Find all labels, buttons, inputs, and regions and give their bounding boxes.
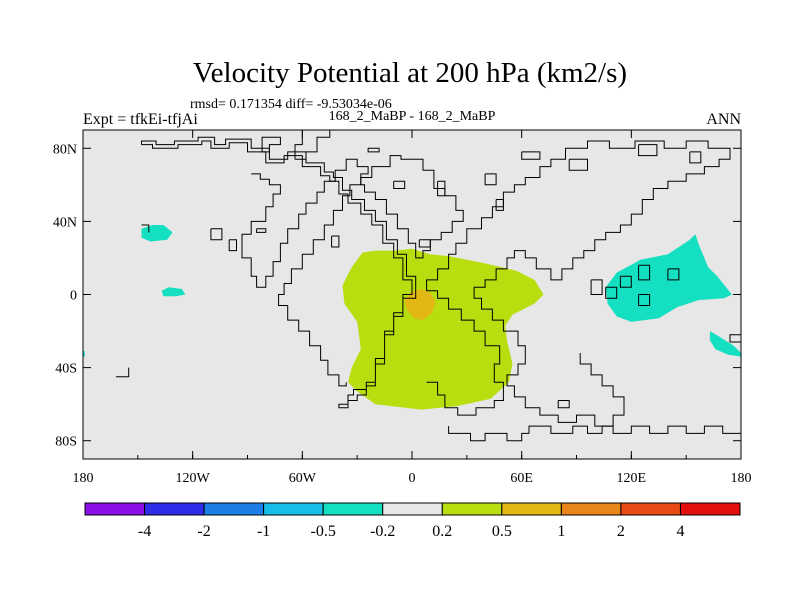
- colorbar-label: 2: [617, 523, 625, 540]
- coastline-segment: [638, 294, 651, 306]
- colorbar-swatch: [263, 502, 324, 516]
- colorbar-swatch: [501, 502, 562, 516]
- negative-anomaly-region-pacific: [605, 234, 732, 322]
- colorbar-label: -0.5: [311, 523, 336, 540]
- coastline-segment: [393, 180, 406, 189]
- coastline-segment: [729, 334, 741, 343]
- colorbar-label: 0.2: [432, 523, 452, 540]
- colorbar-label: 1: [557, 523, 565, 540]
- coastline-segment: [228, 239, 237, 252]
- colorbar-swatch: [620, 502, 681, 516]
- stats-line: rmsd= 0.171354 diff= -9.53034e-06: [190, 97, 392, 112]
- coastline-segment: [294, 130, 331, 160]
- season-label: ANN: [706, 111, 741, 128]
- coastline-segment: [484, 173, 497, 186]
- colorbar-swatch: [84, 502, 146, 516]
- colorbar-swatch: [144, 502, 205, 516]
- colorbar-label: -1: [257, 523, 270, 540]
- coastline-segment: [448, 425, 741, 442]
- coastline-segment: [557, 400, 570, 409]
- x-tick-label: 60W: [289, 471, 317, 486]
- colorbar-swatch: [203, 502, 265, 516]
- x-axis: 180 120W 60W 0 60E 120E 180: [73, 130, 752, 486]
- coastline-segment: [360, 155, 464, 259]
- coastline-segment: [210, 228, 223, 241]
- coastline-segment: [256, 228, 267, 233]
- x-tick-label: 120W: [176, 471, 211, 486]
- case-label: 168_2_MaBP - 168_2_MaBP: [329, 109, 496, 124]
- y-axis: 80N 40N 0 40S 80S: [53, 142, 741, 450]
- coastline-segment: [689, 151, 702, 164]
- colorbar-label: -2: [197, 523, 210, 540]
- colorbar-swatch: [322, 502, 384, 516]
- coastline-segment: [521, 151, 541, 160]
- colorbar-swatch: [441, 502, 503, 516]
- strong-positive-core: [404, 289, 436, 321]
- negative-anomaly-south-pacific: [709, 331, 741, 357]
- anomaly-fills: [83, 225, 741, 410]
- colorbar-swatch: [560, 502, 622, 516]
- x-tick-label: 180: [73, 471, 94, 486]
- coastline-segment: [667, 268, 680, 281]
- coastline-segment: [261, 136, 281, 153]
- coastline-segment: [331, 235, 340, 248]
- y-tick-label: 40S: [55, 362, 77, 377]
- negative-anomaly-tropical-atlantic: [161, 287, 186, 297]
- colorbar-label: -4: [138, 523, 151, 540]
- x-tick-label: 120E: [617, 471, 647, 486]
- coastline-segment: [115, 367, 130, 378]
- y-tick-label: 40N: [53, 215, 77, 230]
- colorbar-label: 0.5: [492, 523, 512, 540]
- x-tick-label: 180: [731, 471, 752, 486]
- coastline-segment: [638, 264, 651, 281]
- coastline-segment: [619, 275, 632, 288]
- coastline-segment: [590, 279, 603, 295]
- colorbar: -4 -2 -1 -0.5 -0.2 0.2 0.5 1 2 4: [84, 502, 741, 540]
- y-tick-label: 80S: [55, 435, 77, 450]
- y-tick-label: 80N: [53, 142, 77, 157]
- colorbar-swatch: [679, 502, 741, 516]
- colorbar-label: 4: [676, 523, 684, 540]
- coastline-segment: [367, 147, 380, 153]
- chart-title: Velocity Potential at 200 hPa (km2/s): [193, 57, 627, 89]
- coastlines: [115, 130, 741, 442]
- coastline-segment: [241, 158, 369, 387]
- y-tick-label: 0: [70, 289, 77, 304]
- colorbar-swatch: [382, 502, 443, 516]
- coastline-segment: [495, 199, 504, 211]
- x-tick-label: 60E: [510, 471, 533, 486]
- coastline-segment: [426, 140, 731, 427]
- expt-label: Expt = tfkEi-tfjAi: [83, 111, 198, 128]
- coastline-segment: [638, 144, 658, 157]
- x-tick-label: 0: [409, 471, 416, 486]
- coastline-segment: [568, 158, 588, 171]
- colorbar-label: -0.2: [370, 523, 395, 540]
- positive-anomaly-region: [342, 248, 544, 410]
- coastline-segment: [141, 224, 150, 233]
- coastline-segment: [605, 286, 618, 299]
